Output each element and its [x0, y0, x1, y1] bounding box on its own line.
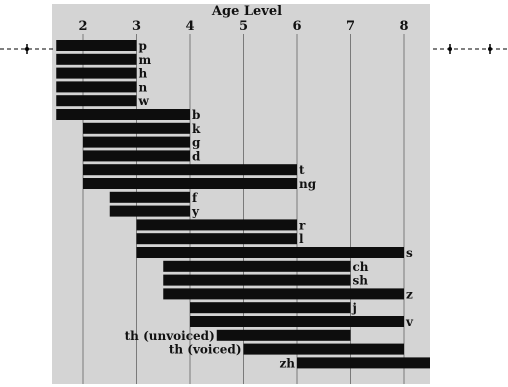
bar [56, 81, 137, 93]
bar-label: m [139, 53, 152, 67]
bar-label: ch [353, 260, 369, 274]
chart-title: Age Level [211, 4, 282, 19]
bar [190, 316, 404, 327]
bar [190, 302, 351, 314]
bar [243, 343, 404, 355]
bar [216, 329, 351, 341]
bar-label: w [138, 94, 150, 108]
bar-label: th (voiced) [169, 343, 242, 357]
bar-label: n [139, 80, 148, 94]
bar [56, 40, 137, 51]
bar [136, 233, 297, 245]
x-axis-ticks: 2 3 4 5 6 7 8 [78, 19, 408, 34]
bar-label: sh [353, 274, 369, 288]
bar-label: t [299, 163, 305, 177]
bar-label: j [352, 301, 357, 315]
x-tick-label: 5 [239, 19, 248, 34]
x-tick-label: 3 [132, 19, 141, 34]
bar-label: g [192, 136, 201, 150]
x-tick-label: 2 [78, 19, 87, 34]
x-tick-label: 6 [292, 19, 301, 34]
bar-label: ng [299, 177, 317, 191]
bars [56, 40, 430, 369]
bar [56, 53, 137, 65]
bar [109, 205, 190, 217]
bar-label: v [405, 315, 414, 329]
bar [83, 136, 190, 148]
bar [56, 109, 190, 120]
bar [83, 150, 190, 162]
bar [109, 191, 190, 203]
bar-label: l [299, 232, 304, 246]
bar-label: b [192, 108, 200, 122]
bar-label: s [406, 246, 413, 260]
bar [136, 219, 297, 231]
bar-label: z [406, 287, 413, 301]
bar-label: p [139, 39, 147, 53]
bar [56, 95, 137, 107]
bar [56, 67, 137, 79]
x-tick-label: 4 [185, 19, 194, 34]
x-tick-label: 7 [346, 19, 355, 34]
bar-label: f [192, 191, 198, 205]
bar-label: h [139, 67, 148, 81]
bar-label: d [192, 149, 201, 163]
bar [83, 122, 190, 134]
bar [163, 260, 351, 272]
left-dashed-connector [0, 44, 55, 54]
bar-label: k [192, 122, 201, 136]
bar-label: y [191, 205, 200, 219]
bar-label: r [299, 218, 306, 232]
bar-label: th (unvoiced) [125, 329, 215, 343]
bar [163, 274, 351, 286]
x-tick-label: 8 [399, 19, 408, 34]
bar [163, 288, 404, 300]
bar [83, 178, 297, 189]
bar [83, 164, 297, 176]
right-dashed-connector [433, 44, 508, 54]
bar-label: zh [279, 356, 295, 370]
bar [297, 357, 430, 369]
bar [136, 247, 404, 258]
